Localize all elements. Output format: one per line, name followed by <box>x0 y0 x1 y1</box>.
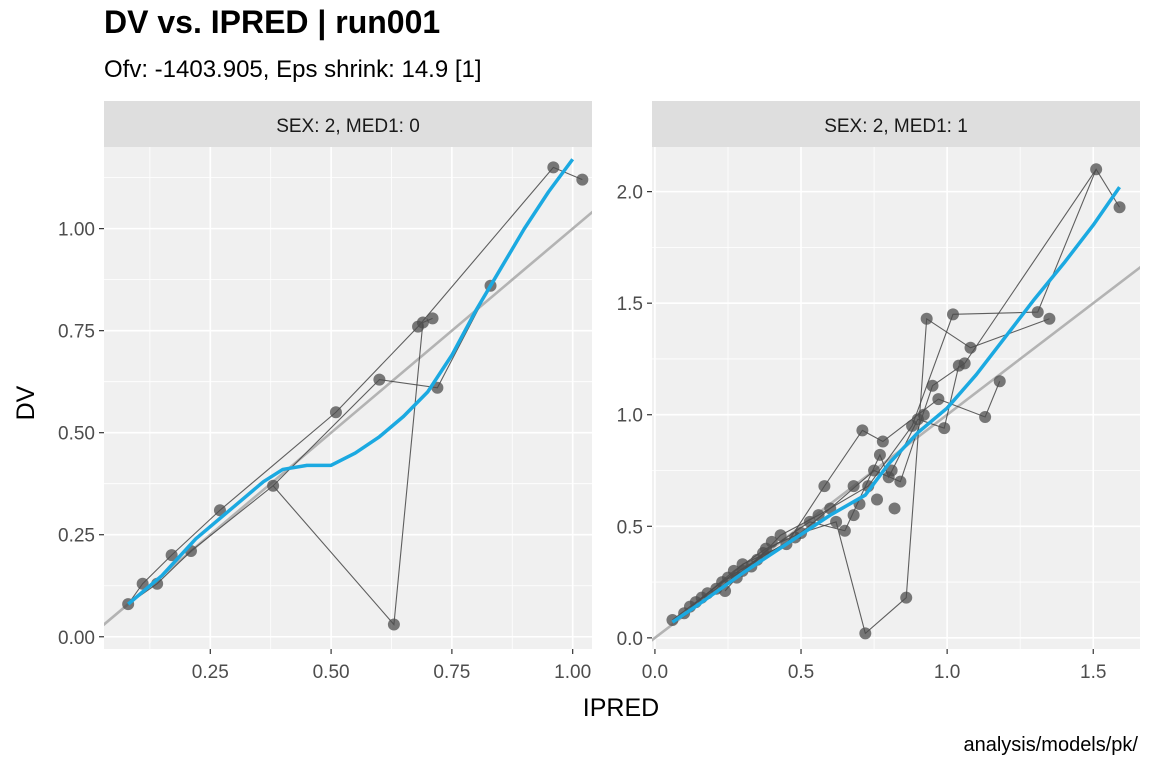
data-point <box>165 549 178 562</box>
x-axis-title: IPRED <box>583 694 659 722</box>
data-point <box>873 448 886 461</box>
data-point <box>426 312 439 325</box>
data-point <box>387 618 400 631</box>
y-axis-title: DV <box>12 385 40 420</box>
y-tick-label: 0.5 <box>617 517 643 538</box>
data-point <box>876 435 889 448</box>
panel-background <box>104 147 592 649</box>
data-point <box>920 312 933 325</box>
chart-subtitle: Ofv: -1403.905, Eps shrink: 14.9 [1] <box>104 56 482 83</box>
facet-strip-bg <box>104 101 592 147</box>
data-point <box>958 357 971 370</box>
data-point <box>213 504 226 517</box>
data-point <box>666 613 679 626</box>
y-tick-label: 0.75 <box>58 322 95 343</box>
chart-caption: analysis/models/pk/ <box>963 734 1138 756</box>
y-tick-label: 1.00 <box>58 220 95 241</box>
y-tick-label: 2.0 <box>617 183 643 204</box>
data-point <box>830 515 843 528</box>
data-point <box>993 375 1006 388</box>
data-point <box>856 424 869 437</box>
y-tick-label: 0.50 <box>58 424 95 445</box>
data-point <box>1113 201 1126 214</box>
data-point <box>979 410 992 423</box>
data-point <box>329 406 342 419</box>
data-point <box>964 341 977 354</box>
subject-line <box>272 285 492 487</box>
x-tick-label: 0.25 <box>192 662 229 683</box>
data-point <box>416 316 429 329</box>
data-point <box>373 373 386 386</box>
data-point <box>926 379 939 392</box>
x-tick-label: 0.0 <box>642 662 668 683</box>
gridlines <box>652 147 1140 649</box>
y-tick-label: 0.0 <box>617 629 643 650</box>
loess-smooth-line <box>671 186 1121 624</box>
x-tick-label: 1.5 <box>1080 662 1106 683</box>
data-point <box>868 464 881 477</box>
data-point <box>932 393 945 406</box>
chart-title: DV vs. IPRED | run001 <box>104 4 441 40</box>
data-point <box>576 173 589 186</box>
x-tick-label: 1.0 <box>934 662 960 683</box>
plot-marks <box>104 158 592 631</box>
data-point <box>1031 306 1044 319</box>
loess-smooth-line <box>127 158 575 606</box>
data-point <box>946 308 959 321</box>
data-point <box>885 464 898 477</box>
data-point <box>847 509 860 522</box>
data-point <box>267 479 280 492</box>
data-point <box>1043 312 1056 325</box>
data-point <box>888 502 901 515</box>
data-point <box>838 524 851 537</box>
facet-strip-label: SEX: 2, MED1: 0 <box>276 116 420 137</box>
x-tick-label: 0.5 <box>788 662 814 683</box>
panels-layer: SEX: 2, MED1: 0 0.25 0.50 0.75 1.00 0.00 0.25 0… <box>58 101 1140 683</box>
data-point <box>1090 163 1103 176</box>
facet-panel-2: SEX: 2, MED1: 1 0.0 0.5 1.0 1.5 0.0 0.5 1.0 1.5 2… <box>617 101 1140 683</box>
data-point <box>818 480 831 493</box>
data-point <box>859 627 872 640</box>
data-point <box>938 422 951 435</box>
data-point <box>765 535 778 548</box>
x-tick-label: 0.50 <box>313 662 350 683</box>
data-point <box>894 475 907 488</box>
x-tick-label: 1.00 <box>554 662 591 683</box>
facet-panel-1: SEX: 2, MED1: 0 0.25 0.50 0.75 1.00 0.00 0.25 0… <box>58 101 592 683</box>
subject-line <box>127 166 583 605</box>
y-tick-label: 1.0 <box>617 406 643 427</box>
data-point <box>900 591 913 604</box>
x-tick-label: 0.75 <box>433 662 470 683</box>
data-point <box>871 493 884 506</box>
data-point <box>917 408 930 421</box>
facet-strip-bg <box>652 101 1140 147</box>
data-point <box>136 577 149 590</box>
y-tick-label: 0.25 <box>58 526 95 547</box>
gridlines <box>104 147 592 649</box>
data-point <box>847 480 860 493</box>
y-tick-label: 0.00 <box>58 628 95 649</box>
facet-strip-label: SEX: 2, MED1: 1 <box>824 116 968 137</box>
plot-marks <box>652 163 1140 642</box>
data-point <box>774 529 787 542</box>
data-point <box>812 509 825 522</box>
y-tick-label: 1.5 <box>617 294 643 315</box>
data-point <box>547 161 560 174</box>
